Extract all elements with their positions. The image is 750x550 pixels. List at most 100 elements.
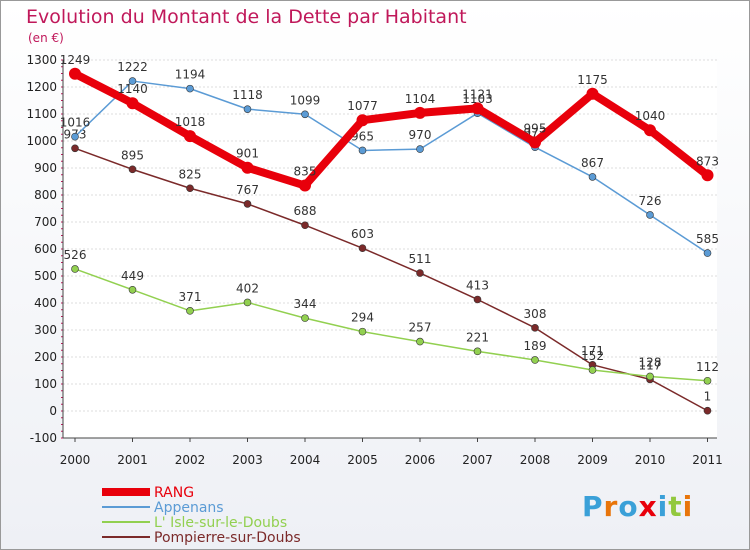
data-label: 1222 [117,60,148,74]
data-label: 1121 [462,87,493,101]
data-label: 128 [639,355,662,369]
data-point [186,307,194,315]
x-tick-label: 2009 [577,453,608,467]
series-line [74,147,708,412]
data-label: 449 [121,269,144,283]
x-tick-label: 2004 [290,453,321,467]
data-label: 873 [696,154,719,168]
data-point [243,298,252,307]
y-tick-label: 100 [34,377,57,391]
y-tick-label: 700 [34,215,57,229]
logo-letter: t [668,490,683,523]
data-point [529,136,541,149]
data-label: 767 [236,183,259,197]
data-point [646,211,654,219]
data-point [241,161,254,174]
data-point [71,144,79,153]
data-point [473,347,482,356]
data-point [301,221,309,230]
data-point [531,356,539,364]
x-tick-label: 2005 [347,453,378,467]
data-label: 1104 [405,92,436,106]
y-tick-label: 500 [34,269,57,283]
data-label: 1175 [577,73,608,87]
data-label: 825 [179,167,202,181]
data-point [301,314,309,322]
y-tick-label: 1200 [26,80,57,94]
data-label: 413 [466,278,489,292]
data-label: 344 [294,297,317,311]
data-label: 1103 [462,92,493,106]
data-label: 901 [236,147,259,161]
x-tick-label: 2008 [520,453,551,467]
data-label: 1018 [175,115,206,129]
y-tick-label: 400 [34,296,57,310]
data-label: 1118 [232,88,263,102]
data-label: 371 [179,290,202,304]
data-point [186,84,194,93]
legend-label: Appenans [154,500,224,516]
x-tick-label: 2006 [405,453,436,467]
y-tick-label: 300 [34,323,57,337]
data-point [414,106,426,119]
y-tick-label: 600 [34,242,57,256]
data-label: 152 [581,349,604,363]
data-label: 835 [294,165,317,179]
data-point [703,249,712,257]
data-label: 1040 [635,109,666,123]
data-point [531,324,539,332]
data-label: 688 [294,204,317,218]
data-point [301,110,309,119]
series-line [74,268,708,382]
data-point [243,105,252,113]
data-label: 189 [524,339,547,353]
x-tick-label: 2001 [117,453,148,467]
data-label: 1099 [290,93,321,107]
chart-unit: (en €) [28,31,64,45]
data-point [646,372,654,381]
data-label: 257 [409,321,432,335]
x-tick-label: 2000 [60,453,91,467]
y-tick-label: 1300 [26,53,57,67]
series-line [73,70,710,190]
data-label: 603 [351,227,374,241]
y-tick-label: 1100 [26,107,57,121]
data-point [701,169,714,182]
data-label: 1016 [60,116,91,130]
data-point [126,97,139,110]
y-tick-label: 0 [49,404,57,418]
data-label: 112 [696,360,719,374]
data-label: 511 [409,252,432,266]
data-label: 1249 [60,53,91,67]
data-label: 965 [351,129,374,143]
data-point [358,146,367,155]
data-label: 221 [466,330,489,344]
y-tick-label: 900 [34,161,57,175]
data-point [471,102,484,115]
data-label: 585 [696,232,719,246]
data-point [356,114,369,127]
x-tick-label: 2003 [232,453,263,467]
data-label: 1194 [175,68,206,82]
data-point [358,244,367,252]
data-point [128,165,137,174]
data-label: 726 [639,194,662,208]
legend-label: RANG [154,485,194,501]
y-tick-label: 1000 [26,134,57,148]
data-point [299,179,311,192]
data-point [644,124,656,137]
data-point [243,200,252,208]
data-label: 294 [351,311,374,325]
chart-title: Evolution du Montant de la Dette par Hab… [26,6,467,28]
y-tick-label: 800 [34,188,57,202]
data-point [186,184,194,193]
legend-label: L' Isle-sur-le-Doubs [154,515,287,531]
data-point [128,77,137,85]
x-tick-label: 2007 [462,453,493,467]
logo-letter: o [618,490,639,523]
data-label: 995 [524,121,547,135]
y-tick-label: 200 [34,350,57,364]
data-label: 402 [236,281,259,295]
data-label: 1 [704,390,712,404]
data-point [71,265,79,273]
